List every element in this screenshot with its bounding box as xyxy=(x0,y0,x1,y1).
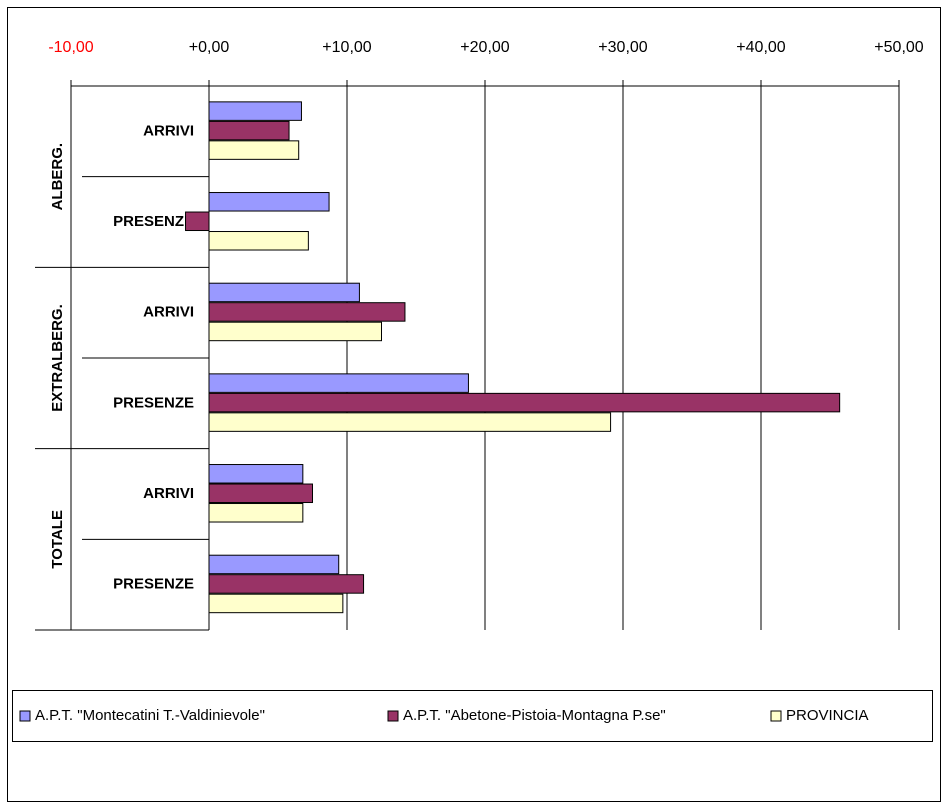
bar xyxy=(208,503,304,523)
legend-label: PROVINCIA xyxy=(786,707,869,724)
legend-swatch xyxy=(387,710,399,722)
bar xyxy=(208,282,360,303)
x-tick-label: +20,00 xyxy=(460,39,509,56)
category-label: ARRIVI xyxy=(143,122,194,139)
bar xyxy=(208,373,469,393)
category-label: ARRIVI xyxy=(143,485,194,502)
x-tick-label: +0,00 xyxy=(189,39,230,56)
bar xyxy=(208,302,406,322)
bar xyxy=(185,211,210,232)
x-tick-label: +30,00 xyxy=(598,39,647,56)
category-label: PRESENZE xyxy=(113,394,194,411)
bar xyxy=(208,574,365,594)
x-tick-label: +10,00 xyxy=(322,39,371,56)
category-label: ARRIVI xyxy=(143,304,194,321)
bar xyxy=(208,192,330,212)
legend-label: A.P.T. "Montecatini T.-Valdinievole" xyxy=(35,707,265,724)
category-label: PRESENZE xyxy=(113,213,194,230)
legend-swatch xyxy=(19,710,31,722)
x-tick-label: +50,00 xyxy=(874,39,923,56)
bar xyxy=(208,321,382,342)
bar xyxy=(208,120,290,141)
bar xyxy=(208,101,302,121)
legend-label: A.P.T. "Abetone-Pistoia-Montagna P.se" xyxy=(403,707,666,724)
bar xyxy=(208,554,340,575)
bar xyxy=(208,392,841,413)
group-label: EXTRALBERG. xyxy=(49,304,66,412)
group-label: ALBERG. xyxy=(49,143,66,211)
bar xyxy=(208,464,304,484)
bar xyxy=(208,593,344,614)
bar xyxy=(208,231,309,251)
bar xyxy=(208,140,300,160)
x-tick-label: +40,00 xyxy=(736,39,785,56)
bar xyxy=(208,412,612,432)
group-label: TOTALE xyxy=(49,510,66,569)
legend-swatch xyxy=(770,710,782,722)
x-tick-label: -10,00 xyxy=(48,39,93,56)
bar xyxy=(208,483,313,504)
category-label: PRESENZE xyxy=(113,576,194,593)
